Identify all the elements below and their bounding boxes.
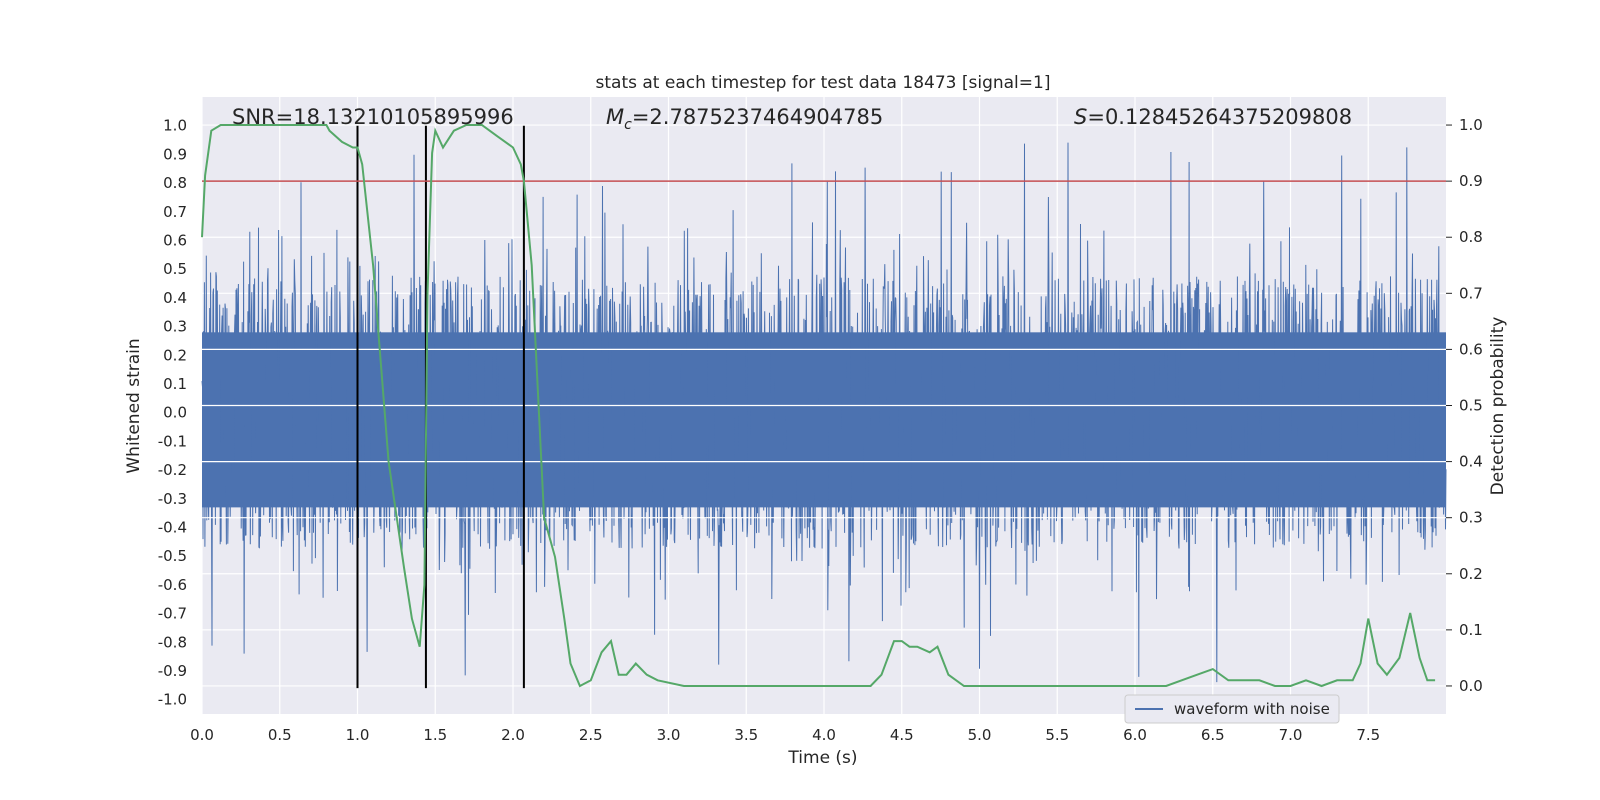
x-tick-label: 2.5 <box>579 726 603 744</box>
chart-title: stats at each timestep for test data 184… <box>596 73 1051 93</box>
left-tick-label: 1.0 <box>163 117 187 135</box>
left-tick-label: 0.2 <box>163 346 187 364</box>
waveform-line <box>201 142 1447 683</box>
chirp-mass-symbol: M <box>606 105 624 129</box>
x-tick-label: 1.0 <box>346 726 370 744</box>
left-tick-label: -0.8 <box>158 633 187 651</box>
left-tick-label: -0.5 <box>158 547 187 565</box>
chirp-mass-subscript: c <box>624 117 632 133</box>
left-tick-label: -0.9 <box>158 662 187 680</box>
left-tick-label: 0.0 <box>163 404 187 422</box>
score-symbol: S <box>1074 105 1087 129</box>
score-value: =0.12845264375209808 <box>1087 105 1352 129</box>
legend: waveform with noise <box>1124 694 1340 724</box>
right-tick-label: 0.9 <box>1459 172 1483 190</box>
x-tick-label: 3.0 <box>657 726 681 744</box>
left-tick-label: -0.7 <box>158 605 187 623</box>
x-tick-label: 2.0 <box>501 726 525 744</box>
left-axis-label: Whitened strain <box>124 338 144 473</box>
left-tick-label: -0.6 <box>158 576 187 594</box>
left-axis-ticks: 1.0 0.9 0.8 0.7 0.6 0.5 0.4 0.3 0.2 0.1 0.0 -0.1 -0.… <box>158 117 187 709</box>
x-tick-label: 5.0 <box>968 726 992 744</box>
x-tick-label: 5.5 <box>1045 726 1069 744</box>
left-tick-label: -0.4 <box>158 518 187 536</box>
left-tick-label: 0.7 <box>163 203 187 221</box>
right-tick-label: 0.4 <box>1459 453 1483 471</box>
probability-line <box>201 124 1436 688</box>
right-tick-label: 0.7 <box>1459 284 1483 302</box>
right-tick-label: 0.1 <box>1459 621 1483 639</box>
x-tick-label: 0.5 <box>268 726 292 744</box>
x-tick-label: 7.5 <box>1356 726 1380 744</box>
right-axis-label: Detection probability <box>1488 317 1508 496</box>
x-axis-ticks: 0.0 0.5 1.0 1.5 2.0 2.5 3.0 3.5 4.0 4.5 5.0 5.5 6.0 6… <box>190 726 1380 744</box>
right-tick-label: 0.0 <box>1459 677 1483 695</box>
right-tick-label: 0.2 <box>1459 565 1483 583</box>
right-tick-label: 0.3 <box>1459 509 1483 527</box>
legend-box <box>1124 694 1340 724</box>
score-annotation: S=0.12845264375209808 <box>1074 105 1352 129</box>
left-tick-label: 0.4 <box>163 289 187 307</box>
left-tick-label: 0.8 <box>163 174 187 192</box>
x-tick-label: 6.0 <box>1123 726 1147 744</box>
chirp-mass-value: =2.7875237464904785 <box>632 105 883 129</box>
x-axis-label: Time (s) <box>787 748 857 768</box>
right-tick-label: 0.6 <box>1459 340 1483 358</box>
left-tick-label: 0.6 <box>163 231 187 249</box>
right-axis-ticks: 1.0 0.9 0.8 0.7 0.6 0.5 0.4 0.3 0.2 0.1 0.0 <box>1446 116 1483 695</box>
left-tick-label: -0.3 <box>158 490 187 508</box>
left-tick-label: 0.3 <box>163 318 187 336</box>
right-tick-label: 1.0 <box>1459 116 1483 134</box>
waveform-series <box>201 142 1447 683</box>
left-tick-label: 0.9 <box>163 145 187 163</box>
right-tick-label: 0.5 <box>1459 397 1483 415</box>
left-tick-label: -1.0 <box>158 691 187 709</box>
left-tick-label: -0.1 <box>158 432 187 450</box>
x-tick-label: 7.0 <box>1279 726 1303 744</box>
left-tick-label: 0.5 <box>163 260 187 278</box>
snr-annotation: SNR=18.13210105895996 <box>232 105 514 129</box>
x-tick-label: 3.5 <box>734 726 758 744</box>
x-tick-label: 1.5 <box>423 726 447 744</box>
x-tick-label: 4.5 <box>890 726 914 744</box>
x-tick-label: 6.5 <box>1201 726 1225 744</box>
x-tick-label: 0.0 <box>190 726 214 744</box>
left-tick-label: -0.2 <box>158 461 187 479</box>
left-tick-label: 0.1 <box>163 375 187 393</box>
x-tick-label: 4.0 <box>812 726 836 744</box>
legend-label: waveform with noise <box>1174 700 1330 718</box>
right-tick-label: 0.8 <box>1459 228 1483 246</box>
chirp-mass-annotation: Mc=2.7875237464904785 <box>606 105 883 133</box>
